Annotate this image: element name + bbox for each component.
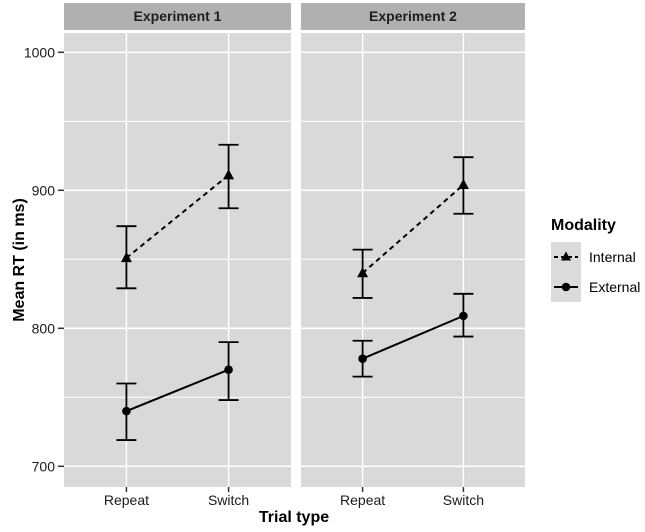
series-line-external (126, 368, 229, 413)
data-point-triangle-internal (223, 169, 235, 180)
data-point-circle-external (224, 365, 233, 375)
legend-label-internal: Internal (589, 249, 636, 265)
series-line-internal (125, 174, 230, 259)
facet-strip-background (301, 3, 525, 30)
data-point-circle-external (358, 354, 367, 363)
x-axis-title: Trial type (258, 509, 330, 526)
legend-glyph-internal-triangle (561, 251, 571, 261)
x-tick-label: Repeat (104, 492, 149, 508)
x-tick-label: Repeat (340, 492, 385, 508)
series-line-internal (361, 184, 465, 274)
data-point-circle-external (459, 311, 468, 321)
series-line-external (362, 314, 464, 360)
panel-background (64, 33, 291, 487)
y-tick-label: 700 (32, 458, 56, 474)
facet-strip-label-experiment-1: Experiment 1 (133, 8, 222, 24)
legend-glyph-external-circle (561, 282, 571, 292)
y-tick-label: 800 (32, 320, 56, 336)
data-point-triangle-internal (357, 267, 369, 278)
x-tick-label: Switch (443, 492, 484, 508)
data-point-triangle-internal (120, 251, 132, 263)
panel-background (301, 33, 525, 487)
facet-strip-background (64, 3, 291, 30)
y-tick-label: 1000 (24, 44, 55, 60)
data-point-circle-external (122, 406, 131, 416)
facet-strip-label-experiment-2: Experiment 2 (369, 8, 457, 24)
x-tick-label: Switch (208, 492, 249, 508)
y-tick-label: 900 (32, 182, 56, 198)
y-axis-title: Mean RT (in ms) (11, 198, 28, 322)
legend-label-external: External (589, 279, 641, 295)
data-point-triangle-internal (457, 178, 469, 189)
legend-title: Modality (551, 217, 616, 234)
